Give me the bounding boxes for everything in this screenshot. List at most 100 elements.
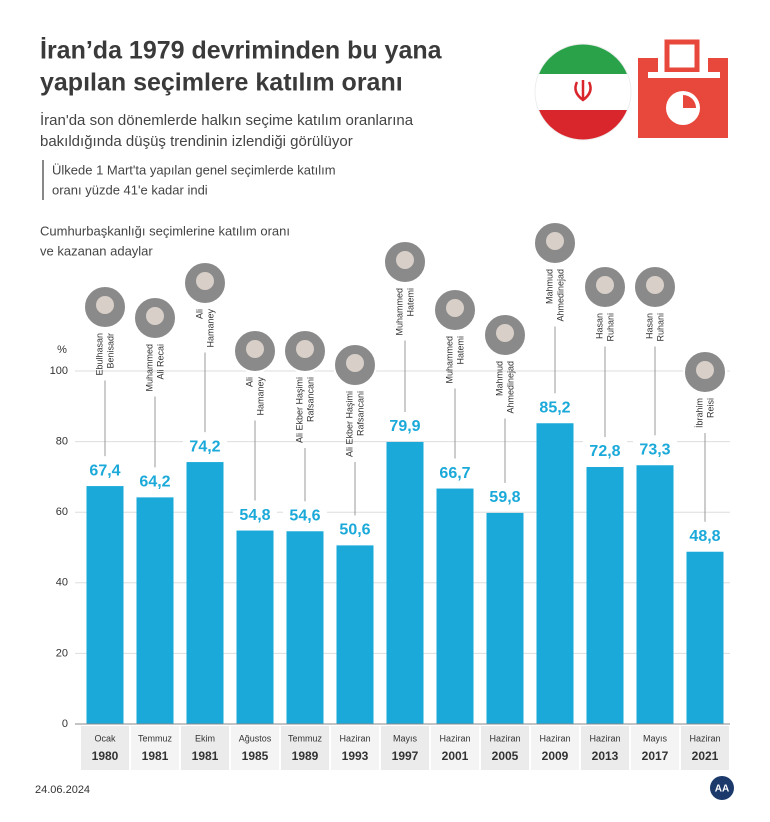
category-bg <box>331 726 379 770</box>
category-bg <box>581 726 629 770</box>
value-label: 66,7 <box>439 465 470 482</box>
photo-face <box>696 361 714 379</box>
bar <box>336 545 374 724</box>
candidate-name: Rafsancani <box>355 391 365 436</box>
value-label-bg <box>183 434 227 459</box>
photo-face <box>96 296 114 314</box>
value-label-bg <box>283 503 327 528</box>
value-label: 67,4 <box>89 462 120 479</box>
photo-face <box>546 232 564 250</box>
bar <box>136 497 174 724</box>
bar <box>686 551 724 724</box>
candidate-name: Hasan <box>644 313 654 339</box>
value-label-bg <box>483 484 527 509</box>
bar <box>286 531 324 724</box>
x-tick-year: 2009 <box>542 749 569 763</box>
x-tick-year: 1997 <box>392 749 419 763</box>
candidate-name: Ahmedinejad <box>505 361 515 414</box>
category-bg <box>481 726 529 770</box>
candidate-name: Rafsancani <box>305 377 315 422</box>
candidate-name: Hamaney <box>255 377 265 416</box>
value-label-bg <box>683 523 727 548</box>
y-tick-label: 100 <box>50 365 68 377</box>
photo-face <box>246 340 264 358</box>
value-label: 74,2 <box>189 438 220 455</box>
value-label: 48,8 <box>689 528 720 545</box>
x-tick-month: Haziran <box>439 733 470 743</box>
note-line: oranı yüzde 41'e kadar indi <box>52 182 208 197</box>
candidate-name: Reisi <box>705 398 715 418</box>
x-tick-month: Temmuz <box>288 733 323 743</box>
x-tick-year: 1993 <box>342 749 369 763</box>
bar <box>86 486 124 724</box>
y-tick-label: 0 <box>62 718 68 730</box>
candidate-name: Ali <box>194 309 204 319</box>
value-label-bg <box>383 413 427 438</box>
subtitle-line: İran'da son dönemlerde halkın seçime kat… <box>40 111 414 129</box>
bar <box>586 467 624 724</box>
flag-icon <box>534 43 632 141</box>
bar <box>536 423 574 724</box>
caption-line: Cumhurbaşkanlığı seçimlerine katılım ora… <box>40 223 290 238</box>
note-bar <box>42 160 44 200</box>
photo-face <box>346 354 364 372</box>
x-tick-month: Haziran <box>539 733 570 743</box>
value-label: 79,9 <box>389 418 420 435</box>
candidate-name: İbrahim <box>694 398 704 428</box>
value-label: 54,6 <box>289 507 320 524</box>
category-bg <box>281 726 329 770</box>
value-label: 85,2 <box>539 399 570 416</box>
candidate-name: Benisadr <box>105 333 115 369</box>
x-tick-month: Ocak <box>94 733 116 743</box>
candidate-name: Muhammed <box>144 344 154 392</box>
value-label: 54,8 <box>239 507 270 524</box>
photo-face <box>196 272 214 290</box>
note-line: Ülkede 1 Mart'ta yapılan genel seçimlerd… <box>52 162 336 177</box>
bar <box>386 441 424 724</box>
logo: AA <box>715 784 729 795</box>
value-label: 59,8 <box>489 489 520 506</box>
value-label-bg <box>233 502 277 527</box>
category-bg <box>181 726 229 770</box>
caption-line: ve kazanan adaylar <box>40 243 153 258</box>
candidate-name: Ali <box>244 377 254 387</box>
title-line: İran’da 1979 devriminden bu yana <box>40 37 443 65</box>
x-tick-month: Temmuz <box>138 733 173 743</box>
category-bg <box>631 726 679 770</box>
value-label-bg <box>583 439 627 464</box>
candidate-name: Mahmud <box>544 269 554 304</box>
category-bg <box>231 726 279 770</box>
x-tick-year: 1985 <box>242 749 269 763</box>
x-tick-year: 2017 <box>642 749 669 763</box>
photo-face <box>646 276 664 294</box>
value-label-bg <box>133 469 177 494</box>
x-tick-month: Haziran <box>589 733 620 743</box>
x-tick-month: Haziran <box>689 733 720 743</box>
value-label: 50,6 <box>339 522 370 539</box>
value-label-bg <box>433 460 477 485</box>
category-bg <box>531 726 579 770</box>
bar <box>236 530 274 724</box>
candidate-name: Ali Ekber Haşimi <box>294 377 304 443</box>
photo-face <box>446 299 464 317</box>
y-tick-label: 40 <box>56 577 68 589</box>
x-tick-month: Haziran <box>489 733 520 743</box>
photo-face <box>496 324 514 342</box>
ballot-icon <box>638 39 728 138</box>
x-tick-year: 2021 <box>692 749 719 763</box>
x-tick-year: 2013 <box>592 749 619 763</box>
value-label-bg <box>83 458 127 483</box>
photo-face <box>146 307 164 325</box>
value-label: 73,3 <box>639 441 670 458</box>
x-tick-year: 1981 <box>142 749 169 763</box>
x-tick-month: Mayıs <box>643 733 668 743</box>
category-bg <box>381 726 429 770</box>
photo-face <box>296 340 314 358</box>
x-tick-year: 1981 <box>192 749 219 763</box>
bar <box>186 462 224 724</box>
bar <box>636 465 674 724</box>
candidate-name: Muhammed <box>394 288 404 336</box>
candidate-name: Ebulhasan <box>94 333 104 376</box>
category-bg <box>431 726 479 770</box>
